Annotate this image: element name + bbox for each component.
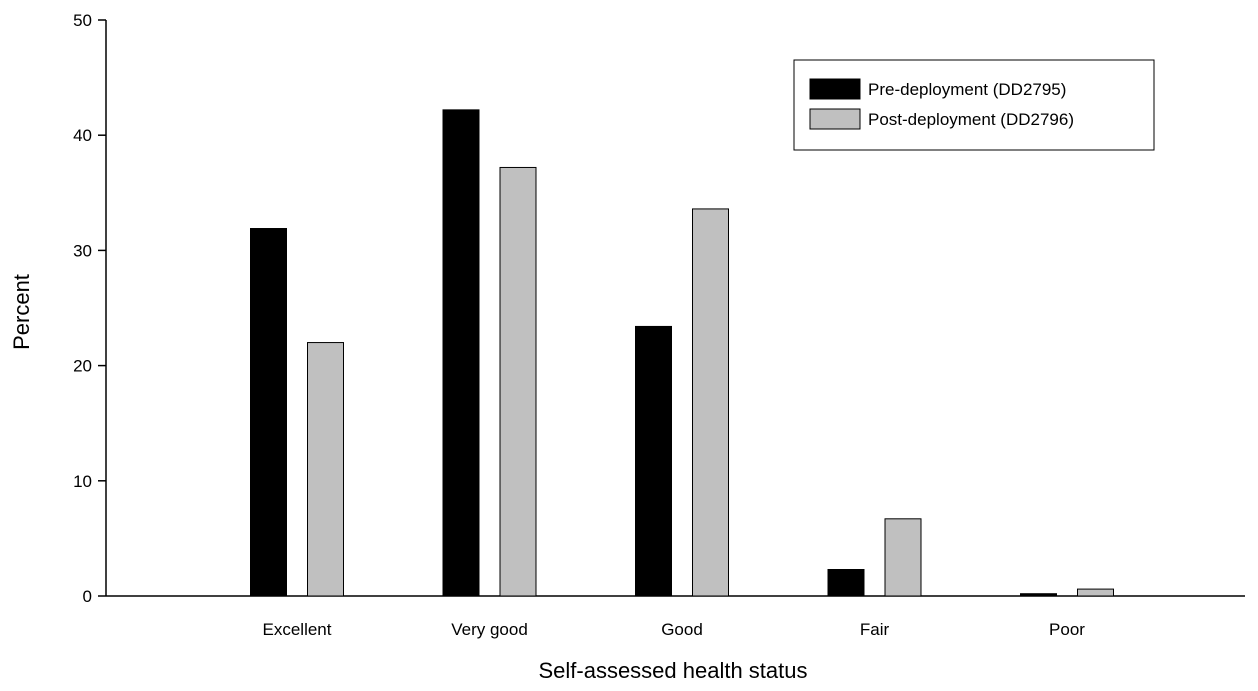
bar-pre-deployment [442,109,480,597]
legend-swatch [809,78,861,100]
y-axis-title: Percent [9,274,34,350]
x-tick-label: Poor [1049,620,1085,639]
y-axis: 0 10 20 30 40 50 [73,11,107,606]
bar-post-deployment [499,166,537,597]
y-tick-label: 40 [73,126,92,145]
x-axis: Excellent Very good Good Fair Poor [106,595,1245,639]
y-tick-label: 30 [73,241,92,260]
bar-post-deployment [307,342,344,597]
x-tick-label: Very good [451,620,528,639]
bar-pre-deployment [635,325,672,597]
bar-pre-deployment [827,569,865,597]
y-tick-label: 20 [73,357,92,376]
x-tick-label: Good [661,620,703,639]
legend: Pre-deployment (DD2795) Post-deployment (… [793,59,1155,151]
bars [250,109,1114,597]
bar-pre-deployment [1020,593,1057,597]
legend-label: Pre-deployment (DD2795) [868,80,1066,99]
y-tick-label: 10 [73,472,92,491]
x-tick-label: Fair [860,620,890,639]
y-tick-label: 50 [73,11,92,30]
bar-pre-deployment [250,228,287,597]
legend-label: Post-deployment (DD2796) [868,110,1074,129]
bar-post-deployment [1077,588,1114,597]
bar-post-deployment [884,518,922,597]
x-axis-title: Self-assessed health status [538,658,807,683]
y-tick-label: 0 [83,587,92,606]
bar-post-deployment [692,208,729,597]
x-tick-label: Excellent [263,620,332,639]
legend-swatch [809,108,861,130]
legend-box [793,59,1155,151]
